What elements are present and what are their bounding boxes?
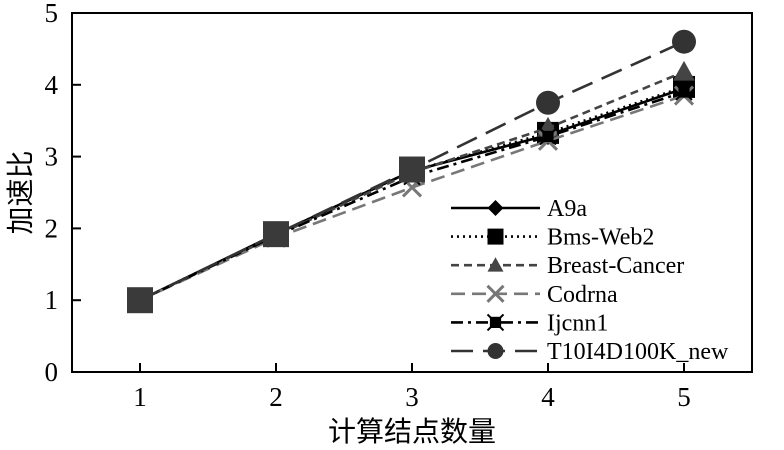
legend-label: Breast-Cancer: [547, 253, 684, 279]
x-marker: [486, 284, 505, 303]
legend-entry-4: Ijcnn1: [451, 310, 608, 336]
y-tick-label: 2: [45, 213, 59, 243]
circle-marker: [672, 29, 696, 54]
x-tick-label: 5: [677, 382, 691, 412]
x-tick-label: 3: [405, 382, 419, 412]
legend-entry-1: Bms-Web2: [451, 225, 654, 251]
star-marker: [486, 313, 505, 332]
overlap-point-marker: [399, 156, 425, 183]
diamond-marker: [487, 200, 504, 216]
star-marker-stroke: [539, 127, 557, 146]
triangle-marker: [487, 257, 504, 272]
x-tick-label: 1: [133, 382, 147, 412]
y-axis-label: 加速比: [4, 150, 37, 234]
legend-entry-5: T10I4D100K_new: [451, 339, 729, 365]
plot-frame: [71, 12, 753, 373]
legend-entry-0: A9a: [451, 196, 587, 222]
y-tick-label: 5: [45, 0, 59, 28]
axes: 0 1 2 3 4 5 1 2 3 4 5: [45, 0, 753, 412]
x-marker-stroke: [486, 284, 505, 303]
y-tick-label: 4: [45, 70, 59, 100]
legend-label: Bms-Web2: [547, 225, 654, 251]
x-axis-label: 计算结点数量: [328, 415, 496, 448]
star-marker-stroke: [486, 313, 505, 332]
y-tick-label: 0: [45, 357, 59, 387]
overlap-point-marker: [263, 221, 289, 248]
legend-entry-3: Codrna: [451, 282, 618, 308]
star-marker: [539, 127, 557, 146]
star-marker-stroke: [675, 83, 693, 101]
triangle-marker: [673, 60, 695, 81]
circle-marker: [487, 343, 504, 359]
start-point-marker: [127, 287, 153, 314]
y-tick-label: 1: [45, 285, 59, 315]
legend-label: Ijcnn1: [547, 310, 608, 336]
legend-entry-2: Breast-Cancer: [451, 253, 684, 279]
y-tick-label: 3: [45, 142, 59, 172]
x-tick-label: 2: [269, 382, 283, 412]
legend-label: T10I4D100K_new: [547, 339, 729, 365]
star-marker: [675, 83, 693, 101]
square-marker: [487, 228, 504, 245]
circle-marker: [536, 90, 560, 115]
legend-label: Codrna: [547, 282, 618, 308]
legend-label: A9a: [547, 196, 587, 222]
x-tick-label: 4: [541, 382, 555, 412]
series-layer: [127, 29, 696, 314]
